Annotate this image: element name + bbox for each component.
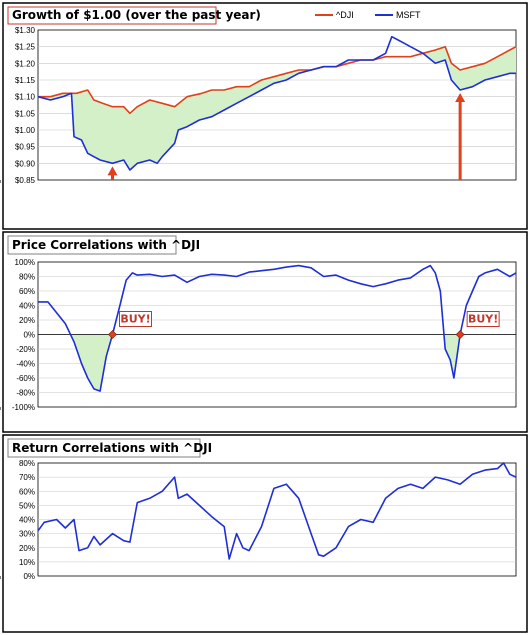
gap-shading [41,93,70,100]
buy-label-box [466,311,500,327]
gap-shading [424,46,516,90]
y-tick-label: 20% [19,544,35,553]
y-tick-label: 50% [19,501,35,510]
y-tick-label: 60% [19,287,35,296]
y-tick-label: 10% [19,558,35,567]
y-tick-label: -80% [16,389,35,398]
y-tick-label: 80% [19,273,35,282]
return-correlation-panel: Return Correlations with ^DJI 0% 10% 20% 30… [0,434,528,633]
y-tick-label: 80% [19,459,35,468]
y-tick-label: $0.85 [15,176,36,185]
price-correlation-panel: Price Correlations with ^DJI -100% -80% -6… [0,231,528,433]
buy-arrow-head [107,166,118,176]
legend-label-dji: ^DJI [336,10,354,20]
y-tick-label: 20% [19,316,35,325]
y-tick-label: $0.95 [15,143,36,152]
gap-shading [72,70,308,170]
negative-shading [445,334,461,378]
series-line-msft [37,462,517,560]
y-tick-label: 0% [23,331,35,340]
y-tick-label: 60% [19,487,35,496]
buy-label-box [118,311,152,327]
y-tick-label: -100% [12,403,35,412]
series-line-msft [37,35,516,171]
y-tick-label: $1.30 [15,26,36,35]
y-tick-label: 30% [19,530,35,539]
y-tick-label: -60% [16,374,35,383]
price-correlation-title: Price Correlations with ^DJI [12,238,200,252]
return-correlation-plot-marks: 0%10%20%30%40%50%60%70%80%31-Mar-0620-Ap… [0,459,517,582]
y-tick-label: 0% [23,572,35,581]
buy-arrow-head [455,93,466,102]
y-tick-label: 70% [19,473,35,482]
y-tick-label: $1.15 [15,76,36,85]
y-tick-label: $1.10 [15,93,36,102]
price-correlation-plot-marks: -100%-80%-60%-40%-20%0%20%40%60%80%100%3… [0,258,517,412]
series-line-dji [38,45,517,115]
y-tick-label: $1.05 [15,109,36,118]
y-tick-label: 40% [19,516,35,525]
buy-marker-point [455,330,465,339]
buy-label: BUY! [468,313,498,326]
y-tick-label: $0.90 [15,159,36,168]
return-correlation-title: Return Correlations with ^DJI [12,441,212,455]
y-tick-label: $1.00 [15,126,36,135]
buy-label: BUY! [120,313,150,326]
growth-chart-title: Growth of $1.00 (over the past year) [12,8,261,22]
growth-chart-panel: Growth of $1.00 (over the past year) ^DJ… [0,2,528,230]
y-tick-label: 100% [15,258,35,267]
growth-plot-marks: $0.85 $0.90 $0.95 $1.00 $1.05 $1.10 $1.15 $1.20… [0,26,517,188]
y-tick-label: 40% [19,302,35,311]
y-tick-label: -20% [16,345,35,354]
legend-label-msft: MSFT [396,10,421,20]
y-tick-label: -40% [16,360,35,369]
y-tick-label: $1.25 [15,43,36,52]
y-tick-label: $1.20 [15,59,36,68]
series-line-msft [38,264,517,392]
growth-chart-legend: ^DJI MSFT [315,10,421,20]
buy-marker-point [108,330,117,339]
